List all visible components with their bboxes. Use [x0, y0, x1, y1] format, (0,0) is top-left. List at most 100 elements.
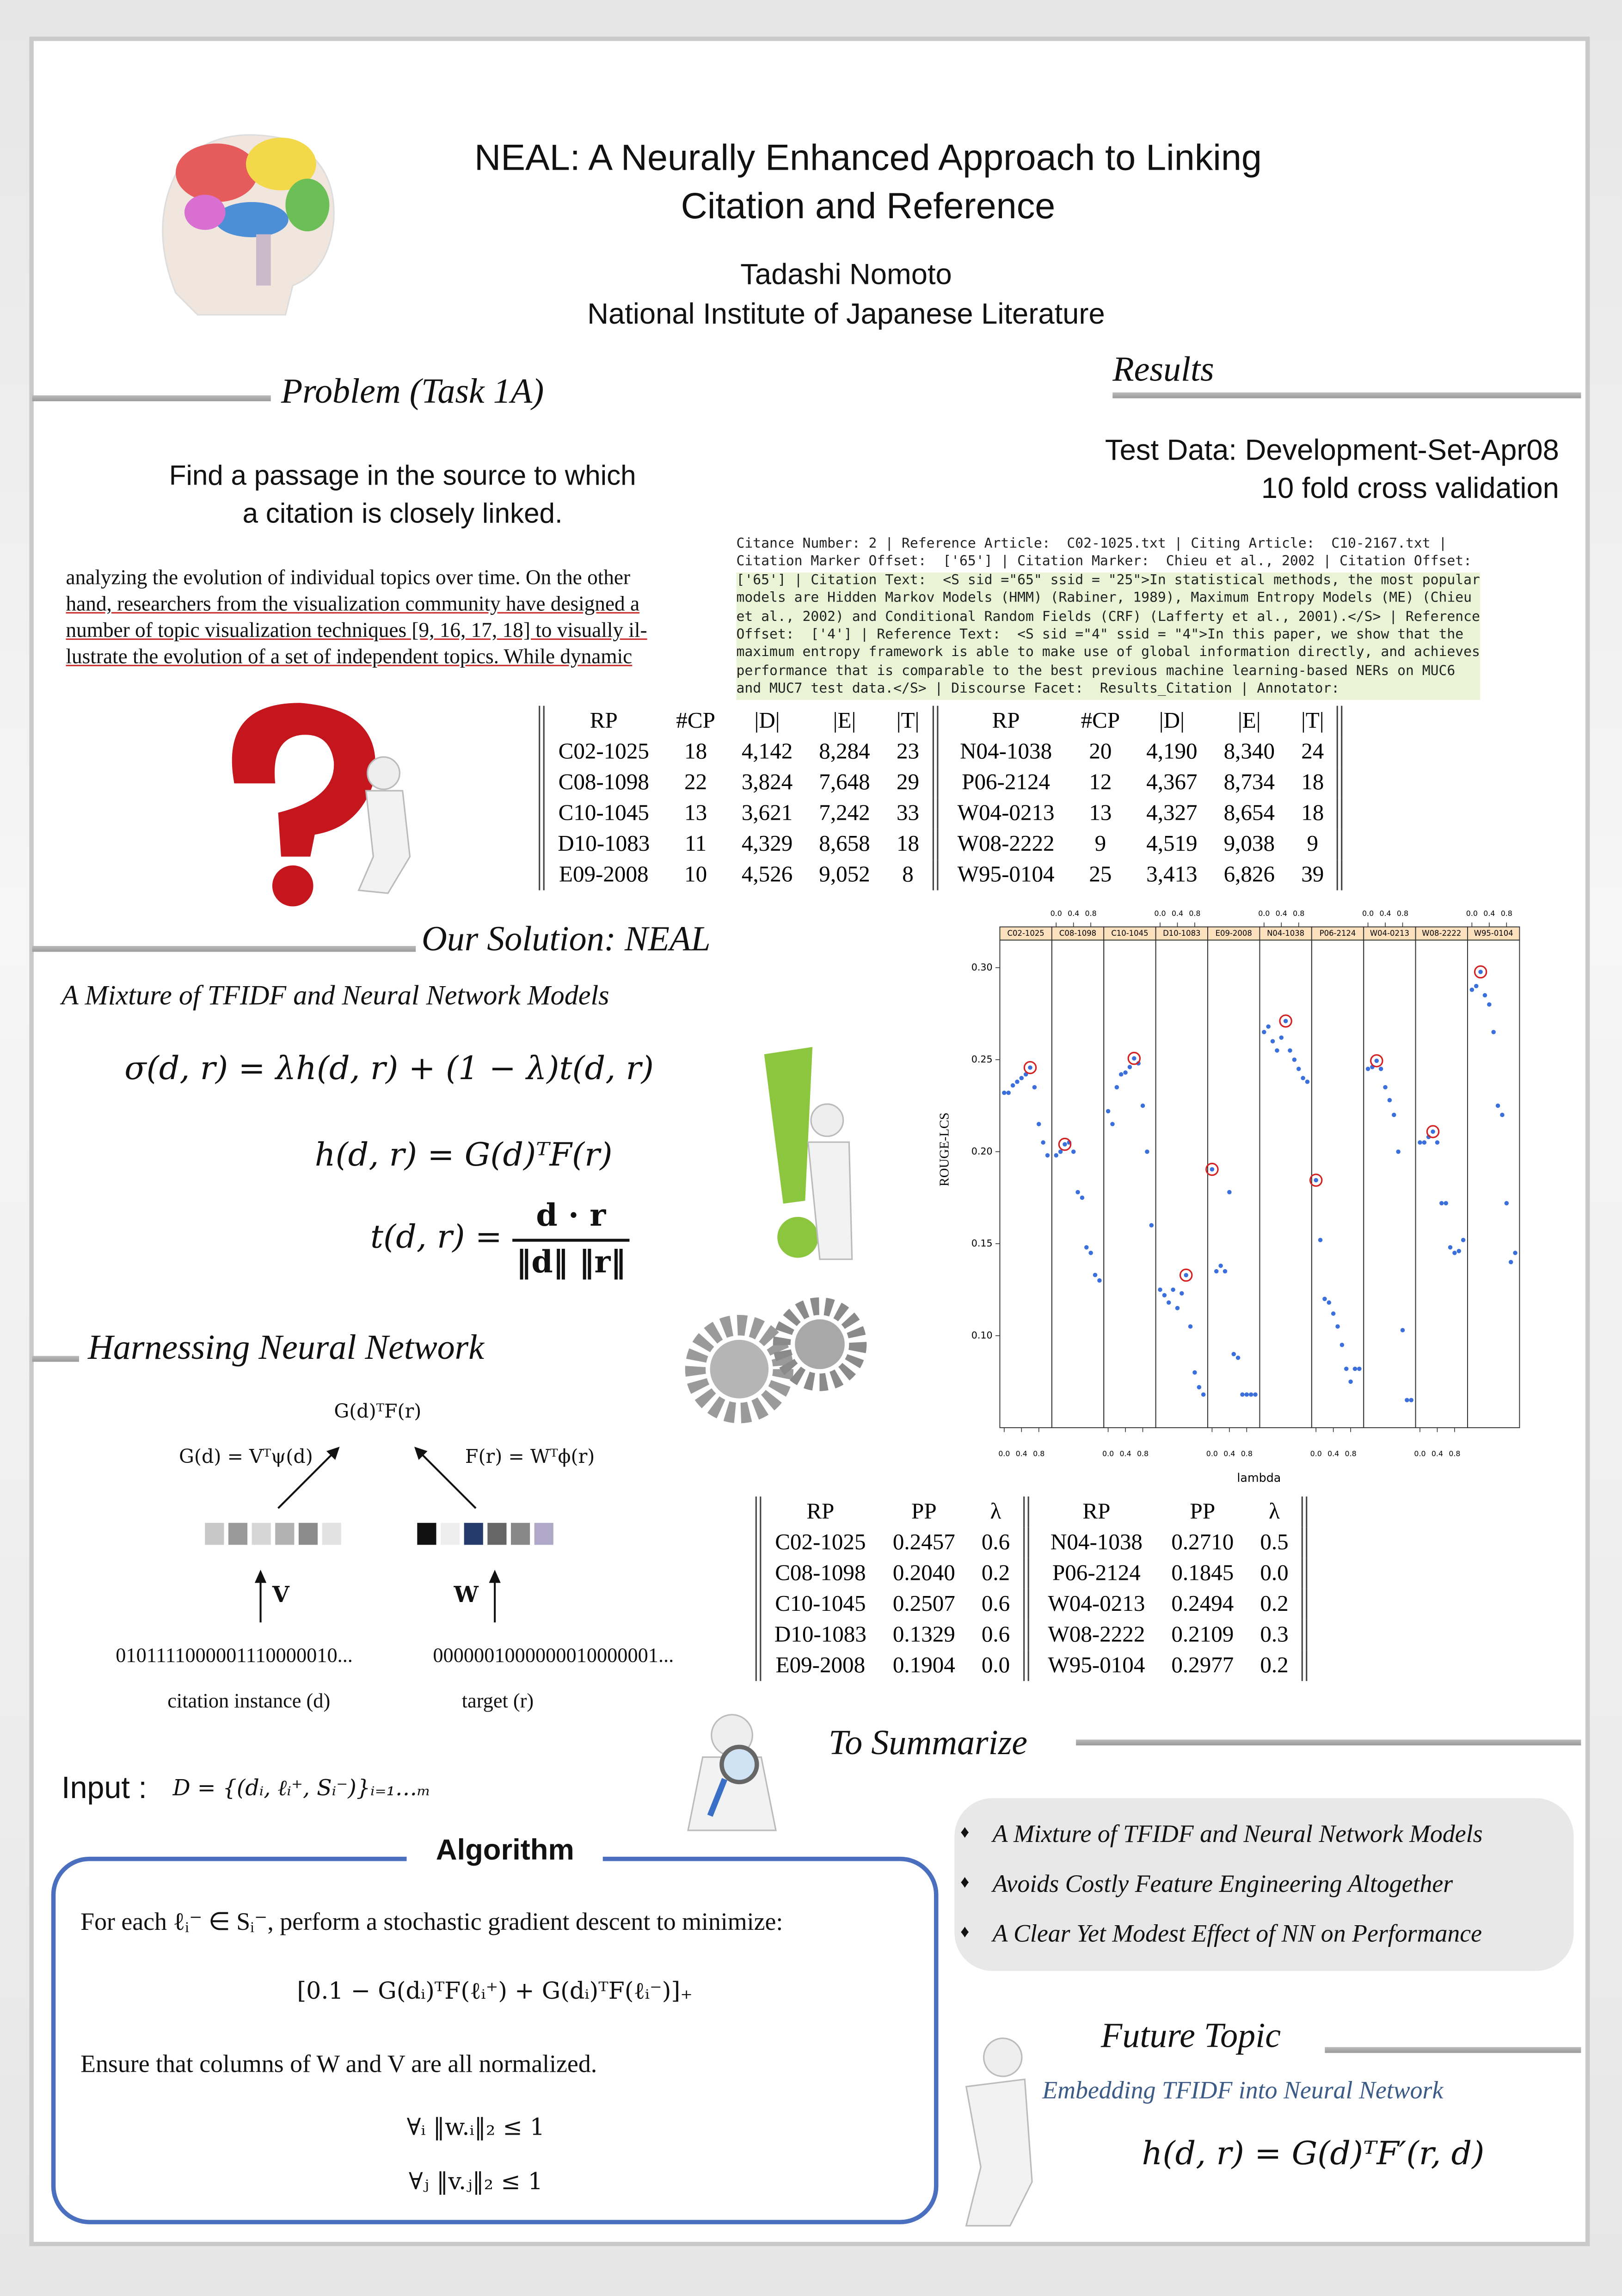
- table-cell: 0.5: [1260, 1529, 1289, 1554]
- network-formula: F(r) = Wᵀϕ(r): [465, 1447, 595, 1469]
- table-cell: 4,526: [741, 861, 793, 887]
- point: [1080, 1195, 1085, 1200]
- table-row: D10-1083 0.1329 0.6: [761, 1620, 1026, 1651]
- point: [1136, 1061, 1141, 1066]
- strip: [1311, 926, 1364, 941]
- matrix-label: W: [454, 1581, 479, 1608]
- table-cell: 0.2: [1260, 1652, 1289, 1677]
- point: [1487, 1002, 1492, 1007]
- column-header: |E|: [1237, 708, 1261, 733]
- point: [1231, 1351, 1236, 1357]
- table-cell: 39: [1301, 861, 1324, 887]
- point: [1127, 1065, 1132, 1069]
- table-row: E09-2008 10 4,526 9,052 8: [545, 859, 935, 890]
- table-cell: 24: [1301, 738, 1324, 764]
- summary-item: Avoids Costly Feature Engineering Altoge…: [992, 1870, 1453, 1898]
- formula: t(d, r) =: [370, 1220, 503, 1257]
- table-cell: E09-2008: [559, 861, 649, 887]
- x-tick-label: 0.4: [1016, 1449, 1027, 1458]
- author: Tadashi Nomoto: [740, 259, 952, 292]
- data-table: RP #CP |D| |E| |T| C02-1025 18 4,142 8,284 23 C08-…: [539, 706, 1349, 890]
- point: [1448, 1245, 1453, 1250]
- x-tick-label: 0.0: [1102, 1449, 1114, 1458]
- header-row: RP #CP |D| |E| |T|: [545, 706, 935, 737]
- table-cell: 6,826: [1223, 861, 1275, 887]
- point: [1253, 1392, 1258, 1397]
- point: [1322, 1296, 1327, 1301]
- x-tick-label: 0.4: [1119, 1449, 1131, 1458]
- point: [1223, 1269, 1228, 1274]
- table-cell: E09-2008: [775, 1652, 866, 1677]
- point: [1244, 1392, 1249, 1397]
- point: [1508, 1259, 1513, 1265]
- strip-label: P06-2124: [1320, 929, 1356, 938]
- table-cell: 8,654: [1223, 800, 1275, 825]
- y-tick-label: 0.10: [971, 1330, 993, 1341]
- point: [1010, 1083, 1015, 1088]
- point: [1240, 1392, 1245, 1397]
- table-cell: 7,648: [819, 769, 870, 795]
- table-cell: W08-2222: [1048, 1621, 1145, 1647]
- table-cell: 13: [1089, 800, 1112, 825]
- point: [1248, 1392, 1253, 1397]
- caption: citation instance (d): [167, 1691, 331, 1713]
- point: [1469, 987, 1475, 992]
- y-tick-label: 0.30: [971, 962, 993, 973]
- excerpt-line: hand, researchers from the visualization…: [66, 593, 640, 617]
- point: [1495, 1103, 1500, 1108]
- point: [1405, 1398, 1409, 1402]
- point: [1383, 1085, 1388, 1090]
- point: [1513, 1251, 1518, 1255]
- table-row: C10-1045 13 3,621 7,242 33: [545, 798, 935, 829]
- problem-statement: a citation is closely linked.: [242, 499, 563, 530]
- header-row: RP PP λ: [1035, 1497, 1305, 1528]
- strip: [1155, 926, 1208, 941]
- table-cell: N04-1038: [960, 738, 1052, 764]
- point: [1093, 1272, 1098, 1277]
- example-line: performance that is comparable to the be…: [736, 663, 1480, 681]
- x-tick-label: 0.4: [1327, 1449, 1339, 1458]
- table-row: N04-1038 20 4,190 8,340 24: [944, 737, 1340, 767]
- point: [1500, 1112, 1505, 1117]
- bit-vector: 0000001000000010000001...: [433, 1645, 674, 1668]
- table-cell: 4,190: [1146, 738, 1198, 764]
- point: [1218, 1263, 1223, 1268]
- column-header: RP: [992, 708, 1020, 733]
- x-tick-label: 0.0: [1154, 909, 1166, 918]
- table-row: C08-1098 22 3,824 7,648 29: [545, 767, 935, 798]
- exclamation-figure: [764, 1047, 853, 1260]
- x-tick-label: 0.0: [1051, 909, 1062, 918]
- table-row: W08-2222 0.2109 0.3: [1035, 1620, 1305, 1651]
- table-cell: 33: [896, 800, 920, 825]
- table-cell: 0.3: [1260, 1621, 1289, 1647]
- panel-frame: [999, 939, 1052, 1428]
- x-tick-label: 0.0: [1258, 909, 1270, 918]
- highlight: [1127, 1051, 1141, 1065]
- point: [1054, 1153, 1058, 1158]
- x-tick-label: 0.8: [1293, 909, 1304, 918]
- strip-label: W04-0213: [1370, 929, 1409, 938]
- question-figure: [232, 703, 411, 907]
- highlight: [1370, 1054, 1383, 1068]
- point: [1262, 1030, 1266, 1035]
- table-half: RP #CP |D| |E| |T| C02-1025 18 4,142 8,284 23 C08-…: [545, 706, 939, 890]
- point: [1041, 1140, 1045, 1145]
- affiliation: National Institute of Japanese Literatur…: [587, 299, 1105, 331]
- x-tick-label: 0.4: [1379, 909, 1391, 918]
- column-header: #CP: [1081, 708, 1120, 733]
- x-tick-label: 0.8: [1397, 909, 1408, 918]
- point: [1339, 1343, 1345, 1347]
- column-header: |D|: [1159, 708, 1185, 733]
- table-cell: 0.2507: [892, 1591, 955, 1616]
- column-header: |T|: [896, 708, 920, 733]
- table-cell: W95-0104: [957, 861, 1055, 887]
- point: [1270, 1039, 1275, 1044]
- point: [1166, 1300, 1171, 1305]
- point: [1071, 1149, 1076, 1154]
- table-row: W95-0104 0.2977 0.2: [1035, 1650, 1305, 1681]
- future-subheading: Embedding TFIDF into Neural Network: [1042, 2076, 1444, 2105]
- x-tick-label: 0.8: [1501, 909, 1512, 918]
- table-cell: 7,242: [819, 800, 870, 825]
- point: [1478, 970, 1483, 974]
- point: [1162, 1293, 1167, 1298]
